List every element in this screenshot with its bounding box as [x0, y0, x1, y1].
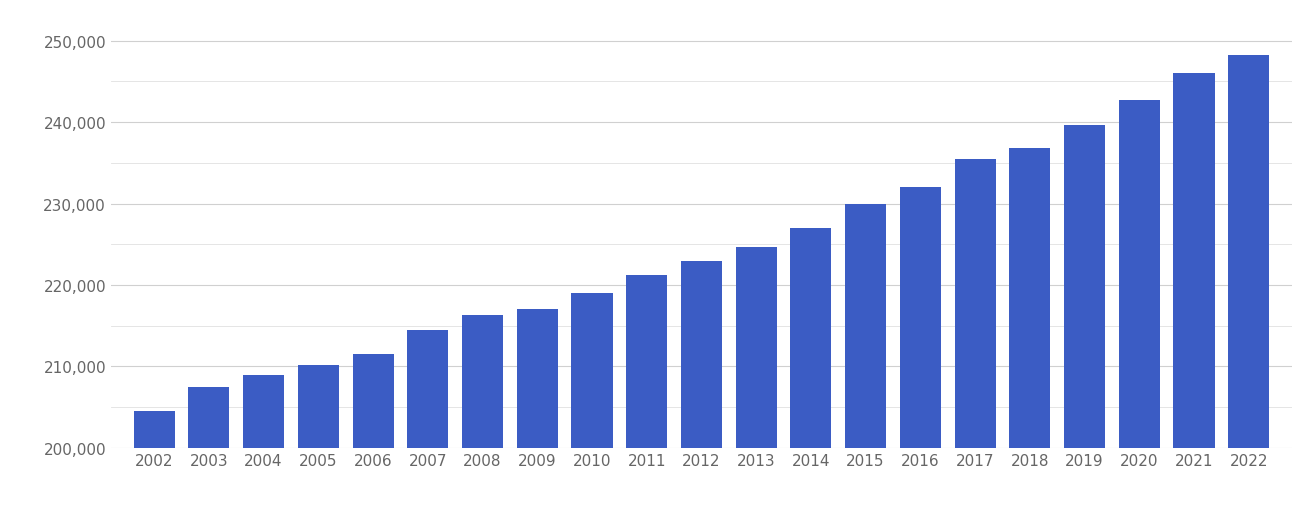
Bar: [900, 188, 941, 509]
Bar: [1118, 101, 1160, 509]
Bar: [1064, 125, 1105, 509]
Bar: [133, 411, 175, 509]
Bar: [1009, 149, 1051, 509]
Bar: [243, 375, 284, 509]
Bar: [954, 159, 996, 509]
Bar: [298, 365, 339, 509]
Bar: [791, 229, 831, 509]
Bar: [188, 387, 230, 509]
Bar: [681, 261, 722, 509]
Bar: [846, 204, 886, 509]
Bar: [352, 354, 394, 509]
Bar: [736, 247, 776, 509]
Bar: [626, 276, 667, 509]
Bar: [1173, 74, 1215, 509]
Bar: [572, 294, 612, 509]
Bar: [517, 310, 557, 509]
Bar: [1228, 56, 1270, 509]
Bar: [462, 316, 502, 509]
Bar: [407, 330, 449, 509]
